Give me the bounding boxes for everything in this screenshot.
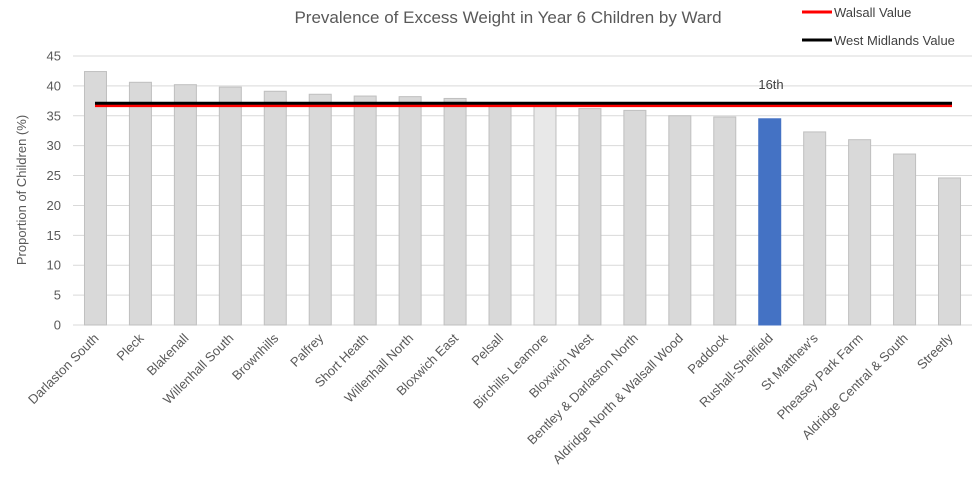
bar [623,109,647,326]
bar [488,103,512,326]
bar [758,118,782,326]
y-tick-label: 5 [54,288,61,303]
chart-title: Prevalence of Excess Weight in Year 6 Ch… [294,8,721,27]
bar [398,96,422,326]
y-tick-label: 40 [47,78,61,93]
y-tick-label: 20 [47,198,61,213]
y-tick-label: 10 [47,258,61,273]
bar [533,103,557,326]
bar [263,90,287,326]
x-tick-label: Palfrey [287,330,327,370]
y-tick-label: 35 [47,108,61,123]
rank-annotation: 16th [758,77,783,92]
bar [128,81,152,326]
x-tick-label: Pelsall [468,330,506,368]
bar [893,153,917,326]
bar [848,139,872,326]
bar [713,116,737,326]
bar [218,86,242,326]
y-tick-label: 25 [47,168,61,183]
y-tick-label: 15 [47,228,61,243]
bar [308,93,332,326]
y-tick-label: 30 [47,138,61,153]
legend: Walsall Value West Midlands Value [802,5,955,48]
bar [668,115,692,326]
legend-label-west-midlands: West Midlands Value [834,33,955,48]
x-tick-label: Pheasey Park Farm [774,331,866,423]
bar [353,95,377,326]
bar [443,97,467,326]
x-tick-label: Pleck [113,330,146,363]
x-tick-label: Brownhills [229,330,282,383]
y-tick-label: 0 [54,318,61,333]
bar [938,177,962,326]
x-tick-label: Streetly [914,330,956,372]
y-tick-label: 45 [47,49,61,64]
bar [578,108,602,326]
x-tick-label: Darlaston South [25,331,102,408]
bar [173,84,197,326]
y-axis-label: Proportion of Children (%) [14,115,29,265]
bar [803,131,827,326]
legend-label-walsall: Walsall Value [834,5,911,20]
x-tick-label: Paddock [685,330,732,377]
bar [83,71,107,326]
